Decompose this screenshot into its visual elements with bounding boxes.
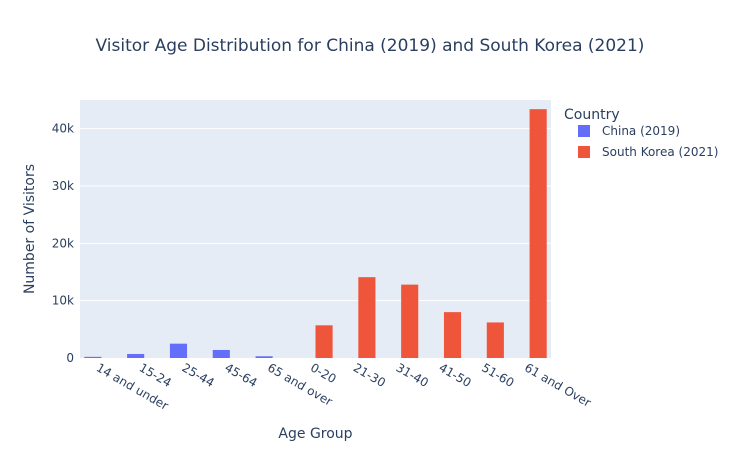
bar [169, 343, 188, 358]
x-tick-label: 25-44 [180, 360, 217, 390]
bar [443, 312, 462, 358]
y-tick-label: 10k [52, 294, 74, 308]
bar [212, 349, 230, 358]
bar [84, 356, 102, 358]
legend-swatch[interactable] [578, 146, 590, 158]
chart-title: Visitor Age Distribution for China (2019… [96, 36, 645, 56]
plot-area [80, 100, 551, 358]
y-axis-ticks: 0 10k 20k 30k 40k [52, 122, 74, 365]
bar [358, 277, 376, 358]
y-tick-label: 0 [66, 351, 74, 365]
y-tick-label: 40k [52, 122, 74, 136]
y-tick-label: 30k [52, 179, 74, 193]
x-tick-label: 45-64 [222, 360, 259, 390]
bar [529, 109, 547, 358]
legend-swatch[interactable] [578, 125, 590, 137]
x-tick-label: 0-20 [308, 360, 339, 386]
x-tick-label: 61 and Over [522, 360, 593, 409]
legend-title: Country [564, 107, 620, 123]
bars [84, 109, 547, 358]
y-tick-label: 20k [52, 236, 74, 250]
x-tick-label: 21-30 [351, 360, 388, 390]
y-axis-title: Number of Visitors [22, 164, 38, 294]
x-tick-label: 31-40 [394, 360, 431, 390]
x-tick-label: 51-60 [479, 360, 516, 390]
gridlines [80, 128, 551, 302]
bar [401, 284, 419, 358]
bar [255, 356, 273, 358]
legend-label[interactable]: China (2019) [602, 124, 680, 138]
legend-label[interactable]: South Korea (2021) [602, 145, 718, 159]
x-axis-title: Age Group [278, 426, 352, 442]
legend: Country China (2019) South Korea (2021) [564, 107, 718, 159]
bar [127, 353, 145, 358]
x-tick-label: 41-50 [436, 360, 473, 390]
bar [315, 325, 333, 358]
bar [486, 322, 504, 358]
